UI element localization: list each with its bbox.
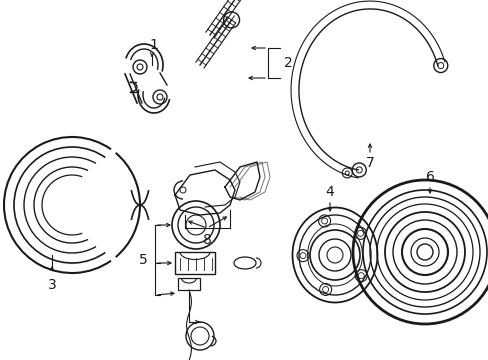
Bar [178,278,200,290]
Text: 3: 3 [47,278,56,292]
Text: 2: 2 [283,56,292,70]
Text: 4: 4 [325,185,334,199]
Text: 8: 8 [202,233,211,247]
Bar [175,252,215,274]
Text: 7: 7 [365,156,374,170]
Text: 1: 1 [149,38,158,52]
Text: 6: 6 [425,170,433,184]
Text: 5: 5 [138,253,147,267]
